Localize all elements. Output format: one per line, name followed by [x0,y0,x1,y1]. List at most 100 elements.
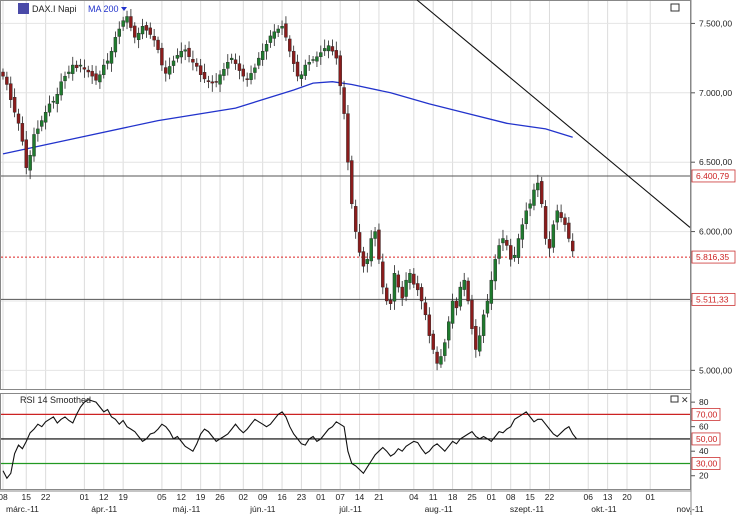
candle-body [202,72,207,80]
candle-body [505,239,509,246]
candle-body [392,273,397,302]
candle-body [311,59,315,61]
candle-body [536,182,540,191]
candle-body [164,67,168,74]
candle-body [257,57,261,66]
candle-body [516,238,521,258]
candle-body [136,32,141,41]
candle-body [195,62,199,67]
candle-body [47,103,52,113]
candle-body [551,224,556,248]
candle-body [369,238,373,262]
y-tick-label: 7.500,00 [699,18,732,28]
x-month-label: máj.-11 [173,504,201,514]
candle-body [419,287,424,302]
candle-body [567,222,571,239]
candle-body [36,128,40,134]
candle-body [543,206,548,239]
candle-body [218,74,222,85]
x-month-label: aug.-11 [425,504,453,514]
rsi-tick-label: 40 [699,446,709,456]
rsi-line [2,399,578,480]
x-tick-label: 18 [448,492,458,502]
x-tick-label: 11 [429,492,438,502]
x-tick-label: 21 [374,492,384,502]
candle-body [288,38,292,52]
candle-body [121,20,125,27]
candle-body [78,64,83,67]
price-panel-button[interactable] [670,3,680,12]
candle-body [470,299,474,329]
candle-body [51,100,56,103]
rsi-close-icon[interactable]: ✕ [681,395,689,405]
candle-body [140,26,145,35]
x-tick-label: 12 [99,492,109,502]
candle-body [439,356,443,365]
candle-body [412,273,416,285]
candle-body [245,78,249,80]
candle-body [303,64,308,76]
y-tick-label: 5.000,00 [699,365,732,375]
candle-body [319,52,323,57]
candle-body [307,62,311,65]
candle-body [295,61,300,77]
candle-body [67,71,71,74]
x-month-label: jún.-11 [249,504,276,514]
rsi-level-label: 50,00 [696,434,718,444]
candle-body [404,279,408,297]
candle-body [338,55,342,87]
ma200-line [2,81,573,155]
candle-body [563,217,567,225]
candle-body [133,25,137,38]
candle-body [226,62,230,69]
candle-body [427,314,432,336]
candle-body [373,231,377,239]
candle-body [489,279,494,304]
candle-body [253,67,257,73]
candle-body [447,321,451,341]
candle-body [299,74,304,79]
candle-body [532,189,536,206]
symbol-icon[interactable] [18,3,29,14]
candle-body [322,48,327,52]
rsi-level-box [691,407,721,421]
candle-body [326,45,331,52]
rsi-tick-label: 20 [699,471,709,481]
x-tick-label: 25 [467,492,477,502]
x-month-label: szept.-11 [510,504,545,514]
indicator-dropdown-icon[interactable] [121,7,127,11]
candle-body [12,97,17,113]
candle-body [28,155,32,171]
candle-body [400,286,404,299]
rsi-panel-frame [0,393,691,490]
candle-body [501,238,505,244]
candle-body [94,73,98,81]
rsi-level-box [691,457,721,470]
candle-body [346,113,350,163]
rsi-tick-label: 80 [699,397,709,407]
candle-body [191,59,195,63]
candle-body [9,83,13,100]
candle-body [183,49,187,52]
candle-body [365,259,370,264]
indicator-label[interactable]: MA 200 [88,4,119,14]
y-tick-label: 6.000,00 [699,227,732,237]
candle-body [214,81,218,83]
symbol-label[interactable]: DAX.I Napi [32,4,77,14]
x-tick-label: 01 [316,492,326,502]
candle-body [485,300,490,314]
candle-body [206,80,211,82]
candle-body [229,57,234,60]
candle-body [540,181,544,205]
candle-body [233,59,238,64]
candle-body [350,160,354,205]
x-tick-label: 12 [177,492,187,502]
x-tick-label: 01 [646,492,656,502]
candle-body [315,56,319,62]
candle-body [454,300,459,309]
rsi-maximize-icon[interactable] [670,395,679,403]
x-tick-label: 04 [409,492,419,502]
x-tick-label: 05 [157,492,167,502]
candle-body [284,23,288,38]
x-tick-label: 08 [0,492,8,502]
